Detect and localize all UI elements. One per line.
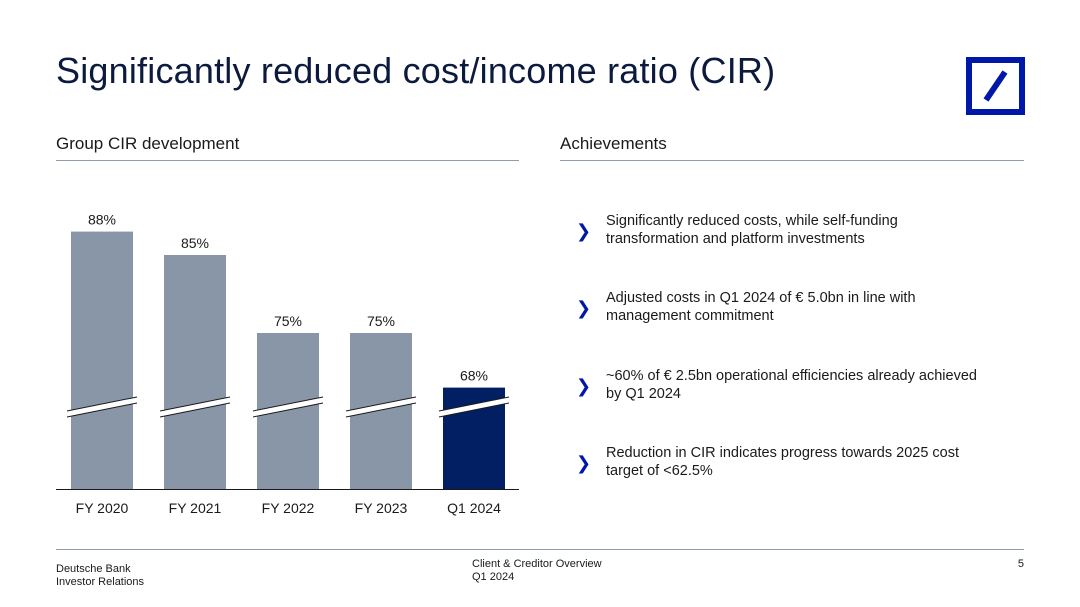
axis-break bbox=[253, 397, 323, 417]
axis-break bbox=[160, 397, 230, 417]
deutsche-bank-logo bbox=[966, 57, 1025, 115]
achievement-item: ❯ ~60% of € 2.5bn operational efficienci… bbox=[576, 367, 1016, 403]
page-title: Significantly reduced cost/income ratio … bbox=[56, 50, 776, 91]
x-tick-label: FY 2022 bbox=[262, 500, 315, 516]
axis-break-line bbox=[438, 396, 510, 412]
achievement-text: ~60% of € 2.5bn operational efficiencies… bbox=[606, 368, 977, 402]
axis-break-line bbox=[252, 402, 324, 418]
axis-break-line bbox=[159, 396, 231, 412]
x-tick-label: FY 2023 bbox=[355, 500, 408, 516]
footer-divider bbox=[56, 549, 1024, 550]
bar bbox=[71, 231, 133, 489]
chevron-right-icon: ❯ bbox=[576, 452, 592, 473]
logo-slash-icon bbox=[983, 70, 1008, 102]
chevron-right-icon: ❯ bbox=[576, 220, 592, 241]
achievement-text: Significantly reduced costs, while self-… bbox=[606, 213, 898, 247]
cir-bar-chart: 88% FY 2020 85% FY 2021 75% FY 2022 75% FY 2023… bbox=[56, 212, 519, 516]
x-tick-label: Q1 2024 bbox=[447, 500, 501, 516]
axis-break bbox=[439, 397, 509, 417]
axis-break-line bbox=[66, 402, 138, 418]
axis-break-line bbox=[66, 396, 138, 412]
footer-document: Client & Creditor Overview Q1 2024 bbox=[472, 558, 602, 583]
data-label: 68% bbox=[460, 368, 488, 384]
footer-organisation: Deutsche Bank Investor Relations bbox=[56, 563, 145, 588]
achievements-section-heading: Achievements bbox=[560, 134, 1024, 161]
axis-break bbox=[67, 397, 137, 417]
axis-break-line bbox=[159, 402, 231, 418]
axis-break-line bbox=[345, 396, 417, 412]
chevron-right-icon: ❯ bbox=[576, 297, 592, 318]
data-label: 88% bbox=[88, 212, 116, 228]
achievement-item: ❯ Significantly reduced costs, while sel… bbox=[576, 212, 1016, 248]
achievement-item: ❯ Adjusted costs in Q1 2024 of € 5.0bn i… bbox=[576, 289, 1016, 325]
achievement-item: ❯ Reduction in CIR indicates progress to… bbox=[576, 444, 1016, 480]
data-label: 85% bbox=[181, 235, 209, 251]
axis-break-line bbox=[438, 402, 510, 418]
data-label: 75% bbox=[367, 313, 395, 329]
achievement-text: Adjusted costs in Q1 2024 of € 5.0bn in … bbox=[606, 290, 916, 324]
data-label: 75% bbox=[274, 313, 302, 329]
axis-break bbox=[346, 397, 416, 417]
x-tick-label: FY 2021 bbox=[169, 500, 222, 516]
x-tick-label: FY 2020 bbox=[76, 500, 129, 516]
bar bbox=[164, 255, 226, 489]
chart-section-heading: Group CIR development bbox=[56, 134, 519, 161]
axis-break-line bbox=[252, 396, 324, 412]
achievement-text: Reduction in CIR indicates progress towa… bbox=[606, 445, 960, 479]
axis-break-line bbox=[345, 402, 417, 418]
chevron-right-icon: ❯ bbox=[576, 375, 592, 396]
page-number: 5 bbox=[1017, 558, 1024, 570]
